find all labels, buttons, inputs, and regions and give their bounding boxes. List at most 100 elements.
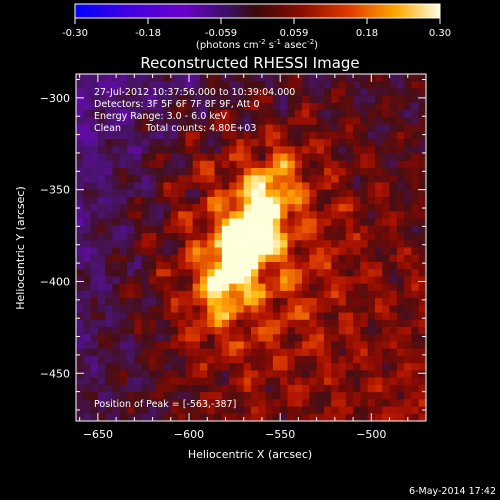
- heatmap-cell: [272, 167, 281, 176]
- heatmap-cell: [178, 146, 186, 155]
- heatmap-cell: [389, 413, 398, 421]
- heatmap-cell: [192, 102, 201, 111]
- heatmap-cell: [404, 399, 413, 408]
- heatmap-cell: [396, 384, 405, 393]
- heatmap-cell: [360, 363, 369, 371]
- heatmap-cell: [287, 189, 296, 198]
- heatmap-cell: [374, 81, 383, 90]
- heatmap-cell: [156, 74, 165, 82]
- heatmap-cell: [243, 290, 252, 299]
- heatmap-cell: [389, 240, 398, 249]
- heatmap-cell: [360, 204, 369, 212]
- heatmap-cell: [97, 377, 106, 386]
- heatmap-cell: [345, 175, 354, 184]
- heatmap-cell: [207, 175, 216, 184]
- heatmap-cell: [127, 218, 135, 227]
- heatmap-cell: [97, 348, 106, 357]
- heatmap-cell: [214, 117, 223, 126]
- heatmap-cell: [207, 305, 216, 314]
- heatmap-cell: [302, 88, 310, 97]
- heatmap-cell: [185, 160, 194, 169]
- heatmap-cell: [170, 81, 179, 90]
- heatmap-cell: [90, 153, 99, 162]
- heatmap-cell: [229, 247, 238, 256]
- heatmap-cell: [302, 95, 310, 104]
- heatmap-cell: [309, 298, 318, 306]
- heatmap-cell: [389, 305, 398, 314]
- heatmap-cell: [134, 240, 143, 249]
- heatmap-cell: [178, 363, 186, 371]
- heatmap-cell: [141, 312, 150, 321]
- heatmap-cell: [323, 319, 332, 328]
- heatmap-cell: [360, 341, 369, 350]
- heatmap-cell: [119, 334, 128, 343]
- heatmap-cell: [331, 189, 340, 198]
- heatmap-cell: [163, 88, 172, 97]
- heatmap-cell: [272, 240, 281, 249]
- heatmap-cell: [112, 254, 121, 263]
- heatmap-cell: [170, 225, 179, 234]
- heatmap-cell: [192, 392, 201, 400]
- heatmap-cell: [338, 269, 347, 278]
- heatmap-cell: [112, 290, 121, 299]
- heatmap-cell: [199, 146, 208, 155]
- heatmap-cell: [83, 175, 92, 184]
- heatmap-cell: [309, 95, 318, 104]
- heatmap-cell: [404, 233, 413, 241]
- heatmap-cell: [258, 146, 267, 155]
- heatmap-cell: [105, 211, 114, 220]
- heatmap-cell: [148, 377, 157, 386]
- heatmap-cell: [258, 392, 267, 400]
- heatmap-cell: [382, 305, 391, 314]
- heatmap-cell: [236, 363, 245, 371]
- heatmap-cell: [76, 102, 84, 111]
- heatmap-cell: [76, 370, 84, 379]
- heatmap-cell: [221, 254, 230, 263]
- heatmap-cell: [156, 305, 165, 314]
- heatmap-cell: [178, 348, 186, 357]
- heatmap-cell: [170, 327, 179, 335]
- heatmap-cell: [280, 312, 289, 321]
- heatmap-cell: [141, 370, 150, 379]
- heatmap-cell: [207, 283, 216, 292]
- heatmap-cell: [185, 146, 194, 155]
- heatmap-cell: [178, 290, 186, 299]
- heatmap-cell: [294, 160, 303, 169]
- heatmap-cell: [127, 240, 135, 249]
- y-tick-label: −400: [40, 275, 70, 288]
- heatmap-cell: [119, 131, 128, 140]
- heatmap-cell: [214, 139, 223, 147]
- heatmap-cell: [185, 225, 194, 234]
- heatmap-cell: [97, 341, 106, 350]
- heatmap-cell: [156, 189, 165, 198]
- heatmap-cell: [272, 298, 281, 306]
- heatmap-cell: [229, 377, 238, 386]
- heatmap-cell: [367, 131, 376, 140]
- heatmap-cell: [236, 355, 245, 364]
- heatmap-cell: [280, 74, 289, 82]
- heatmap-cell: [141, 88, 150, 97]
- heatmap-cell: [141, 399, 150, 408]
- heatmap-cell: [221, 233, 230, 241]
- heatmap-cell: [331, 276, 340, 285]
- heatmap-cell: [148, 153, 157, 162]
- heatmap-cell: [396, 124, 405, 133]
- heatmap-cell: [221, 124, 230, 133]
- heatmap-cell: [199, 102, 208, 111]
- heatmap-cell: [382, 211, 391, 220]
- heatmap-cell: [236, 160, 245, 169]
- heatmap-cell: [382, 298, 391, 306]
- heatmap-cell: [374, 413, 383, 421]
- heatmap-cell: [90, 146, 99, 155]
- heatmap-cell: [243, 254, 252, 263]
- heatmap-cell: [338, 261, 347, 270]
- heatmap-cell: [265, 189, 274, 198]
- heatmap-cell: [90, 312, 99, 321]
- heatmap-cell: [360, 74, 369, 82]
- heatmap-cell: [105, 305, 114, 314]
- heatmap-cell: [404, 377, 413, 386]
- heatmap-cell: [156, 131, 165, 140]
- heatmap-cell: [396, 204, 405, 212]
- heatmap-cell: [280, 254, 289, 263]
- heatmap-image: [76, 74, 426, 421]
